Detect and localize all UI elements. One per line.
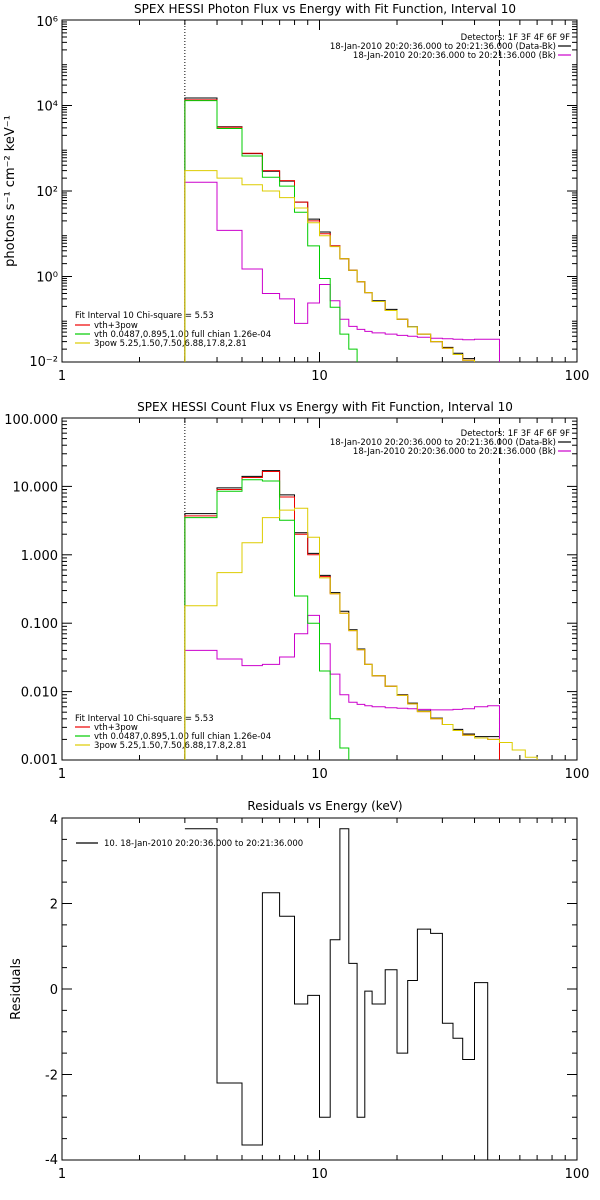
residuals-legend-entry: 10. 18-Jan-2010 20:20:36.000 to 20:21:36… [104,839,303,849]
x-tick-label-100: 100 [565,1167,590,1182]
y-tick-label-1-000: 1.000 [21,549,58,564]
count-flux-series-bk [184,614,500,760]
photon-flux-panel: SPEX HESSI Photon Flux vs Energy with Fi… [3,2,589,384]
residuals-series-group [184,828,500,1160]
y-tick-label-4: 4 [50,813,58,828]
photon-flux-ticks: 1 10 100 10⁻² 10⁰ 10² 10⁴ 10⁶ [29,15,589,384]
photon-flux-series-bk [184,181,500,362]
residuals-title: Residuals vs Energy (keV) [247,799,402,813]
photon-flux-title: SPEX HESSI Photon Flux vs Energy with Fi… [134,2,516,16]
count-flux-fit-entry-3pow: 3pow 5.25,1.50,7.50,6.88,17.8,2.81 [94,741,247,751]
photon-flux-legend-entry-bk: 18-Jan-2010 20:20:36.000 to 20:21:36.000… [353,51,556,61]
x-tick-label-1: 1 [58,1167,66,1182]
photon-flux-fit-legend: Fit Interval 10 Chi-square = 5.53 vth+3p… [75,311,271,349]
count-flux-fit-header: Fit Interval 10 Chi-square = 5.53 [75,714,214,724]
y-tick-label-10: 10⁴ [36,100,58,115]
y-tick-label-0-010: 0.010 [21,686,58,701]
x-tick-label-1: 1 [58,767,66,782]
x-tick-label-10: 10 [311,1167,328,1182]
y-tick-label-10: 10⁻² [29,355,58,370]
photon-flux-series-3pow [184,170,475,362]
photon-flux-fit-entry-3pow: 3pow 5.25,1.50,7.50,6.88,17.8,2.81 [94,339,247,349]
count-flux-fit-entry-vth: vth 0.0487,0.895,1.00 full chian 1.26e-0… [94,732,271,742]
y-tick-label-10: 10⁰ [36,271,58,286]
count-flux-top-legend: Detectors: 1F 3F 4F 6F 9F 18-Jan-2010 20… [330,429,571,457]
photon-flux-series-vth [184,100,358,362]
x-tick-label-100: 100 [565,767,590,782]
count-flux-ticks: 1 10 100 0.001 0.010 0.100 1.000 10.000 100.000 [4,413,589,782]
photon-flux-legend-entry-data-bk: 18-Jan-2010 20:20:36.000 to 20:21:36.000… [330,42,556,52]
photon-flux-y-axis-label: photons s⁻¹ cm⁻² keV⁻¹ [3,115,18,267]
residuals-panel: Residuals vs Energy (keV) 1 10 100-4-2024 … [9,799,589,1182]
photon-flux-fit-entry-total: vth+3pow [94,321,138,331]
x-tick-label-10: 10 [311,767,328,782]
y-tick-label-0-100: 0.100 [21,617,58,632]
residuals-y-axis-label: Residuals [9,958,24,1020]
x-tick-label-10: 10 [311,369,328,384]
y-tick-label-0: 0 [50,983,58,998]
y-tick-label-10-000: 10.000 [13,480,59,495]
residuals-ticks: 1 10 100 -4 -2 0 2 4 [45,813,589,1182]
photon-flux-detectors-label: Detectors: 1F 3F 4F 6F 9F [461,33,570,43]
photon-flux-fit-header: Fit Interval 10 Chi-square = 5.53 [75,311,214,321]
count-flux-panel: SPEX HESSI Count Flux vs Energy with Fit… [4,400,589,782]
y-tick-label-0-001: 0.001 [21,753,58,768]
residuals-legend: 10. 18-Jan-2010 20:20:36.000 to 20:21:36… [76,839,303,849]
y-tick-label-2: 2 [50,898,58,913]
y-tick-label-100-000: 100.000 [4,413,58,428]
count-flux-series-group [184,470,538,760]
count-flux-fit-entry-total: vth+3pow [94,723,138,733]
y-tick-label-10: 10² [36,185,58,200]
y-tick-label-2: -2 [45,1069,58,1084]
count-flux-series-vth [184,479,350,760]
photon-flux-top-legend: Detectors: 1F 3F 4F 6F 9F 18-Jan-2010 20… [330,33,571,61]
x-tick-label-1: 1 [58,369,66,384]
photon-flux-series-group [184,97,500,362]
count-flux-fit-legend: Fit Interval 10 Chi-square = 5.53 vth+3p… [75,714,271,751]
count-flux-legend-entry-bk: 18-Jan-2010 20:20:36.000 to 20:21:36.000… [353,447,556,457]
residuals-series-residuals [184,828,500,1160]
y-tick-label-10: 10⁶ [36,15,58,30]
count-flux-series-3pow [184,507,538,760]
photon-flux-fit-entry-vth: vth 0.0487,0.895,1.00 full chian 1.26e-0… [94,330,271,340]
y-tick-label-4: -4 [45,1153,58,1168]
x-tick-label-100: 100 [565,369,590,384]
count-flux-legend-entry-data-bk: 18-Jan-2010 20:20:36.000 to 20:21:36.000… [330,438,556,448]
count-flux-detectors-label: Detectors: 1F 3F 4F 6F 9F [461,429,570,439]
count-flux-title: SPEX HESSI Count Flux vs Energy with Fit… [137,400,513,414]
